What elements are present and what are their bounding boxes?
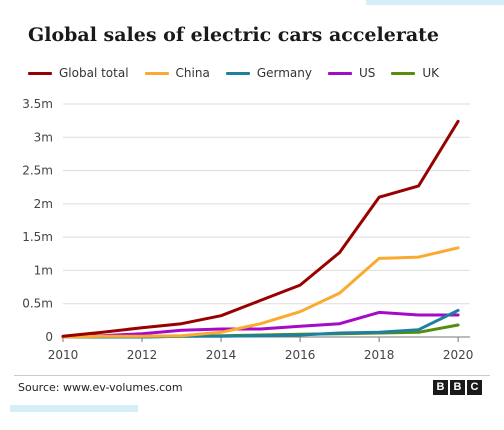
- x-tick-label: 2020: [443, 348, 474, 362]
- bbc-logo-letter: B: [450, 380, 465, 395]
- chart-legend: Global total China Germany US UK: [28, 66, 455, 80]
- legend-swatch: [225, 71, 250, 75]
- footer-divider: [14, 375, 490, 376]
- chart-title: Global sales of electric cars accelerate: [28, 24, 440, 46]
- decorative-top-bar: [366, 0, 504, 5]
- y-tick-label: 0: [45, 330, 53, 344]
- legend-item-us: US: [327, 66, 376, 80]
- y-tick-label: 1.5m: [22, 230, 53, 244]
- legend-item-germany: Germany: [225, 66, 312, 80]
- legend-swatch: [28, 71, 52, 75]
- y-tick-label: 0.5m: [22, 297, 53, 311]
- x-tick-label: 2018: [364, 348, 395, 362]
- legend-label: US: [358, 66, 376, 80]
- x-tick-label: 2016: [285, 348, 316, 362]
- bbc-logo: B B C: [433, 380, 482, 395]
- bbc-logo-letter: B: [433, 380, 448, 395]
- legend-swatch: [391, 71, 416, 75]
- y-tick-label: 3.5m: [22, 97, 53, 111]
- y-tick-label: 3m: [34, 130, 53, 144]
- y-tick-label: 1m: [34, 263, 53, 277]
- bbc-logo-letter: C: [467, 380, 482, 395]
- legend-label: UK: [422, 66, 440, 80]
- legend-label: Global total: [59, 66, 129, 80]
- x-tick-label: 2012: [127, 348, 158, 362]
- decorative-bottom-bar: [10, 405, 138, 412]
- y-tick-label: 2.5m: [22, 164, 53, 178]
- source-note: Source: www.ev-volumes.com: [18, 381, 183, 394]
- legend-item-uk: UK: [391, 66, 439, 80]
- legend-label: China: [175, 66, 210, 80]
- series-line-china: [61, 246, 460, 339]
- x-tick-label: 2014: [206, 348, 237, 362]
- legend-item-china: China: [144, 66, 210, 80]
- series-line-global-total: [61, 119, 460, 338]
- x-tick-label: 2010: [48, 348, 79, 362]
- legend-swatch: [327, 71, 352, 75]
- series-line-us: [61, 310, 460, 339]
- y-tick-label: 2m: [34, 197, 53, 211]
- legend-label: Germany: [256, 66, 312, 80]
- legend-item-global-total: Global total: [28, 66, 129, 80]
- legend-swatch: [144, 71, 169, 75]
